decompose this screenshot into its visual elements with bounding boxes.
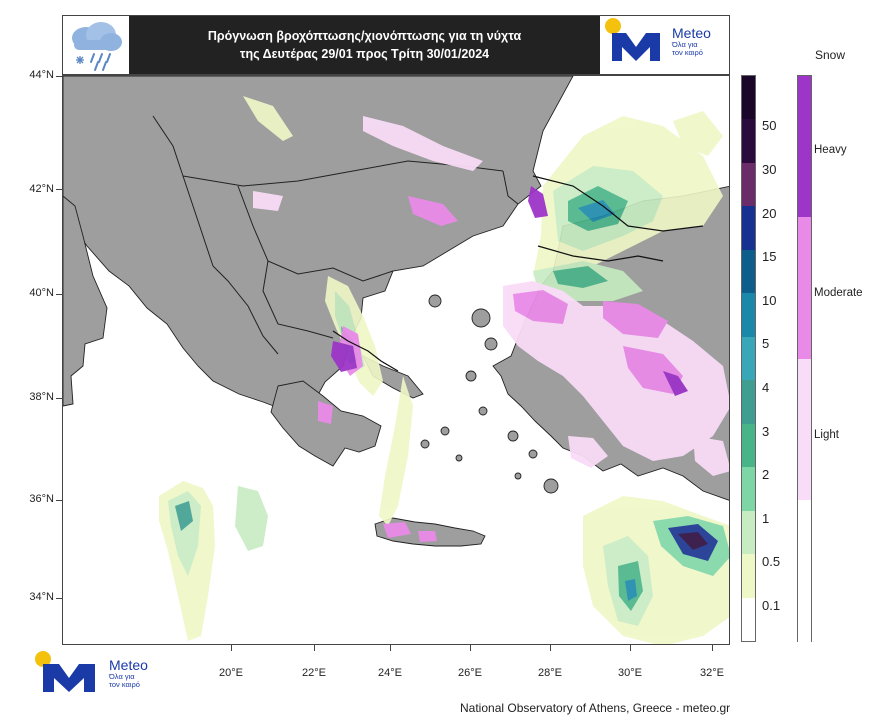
lon-label-32e: 32°E xyxy=(700,667,724,679)
lat-label-34n: 34°N xyxy=(29,591,54,603)
rain-legend-swatch xyxy=(742,467,755,512)
logo-tagline-1: Όλα για xyxy=(672,39,698,49)
rain-legend-swatch xyxy=(742,162,755,207)
rain-legend-label: 2 xyxy=(762,467,770,482)
logo-name: Meteo xyxy=(109,656,148,673)
meteo-logo-bottom[interactable]: Meteo Όλα για τον καιρό xyxy=(33,650,148,696)
lat-tick xyxy=(56,189,62,190)
rain-legend-swatch xyxy=(742,206,755,251)
forecast-title: Πρόγνωση βροχόπτωσης/χιονόπτωσης για τη … xyxy=(129,16,600,74)
lat-tick xyxy=(56,76,62,77)
lat-tick xyxy=(56,294,62,295)
rain-legend-swatch xyxy=(742,76,755,120)
rain-legend-swatch xyxy=(742,510,755,555)
lat-tick xyxy=(56,598,62,599)
snow-legend-heavy: Heavy xyxy=(814,144,847,156)
rain-legend-label: 30 xyxy=(762,162,777,177)
rain-legend-label: 5 xyxy=(762,336,770,351)
lon-label-20e: 20°E xyxy=(219,667,243,679)
lon-tick xyxy=(231,645,232,651)
lat-label-42n: 42°N xyxy=(29,183,54,195)
rain-legend-label: 0.1 xyxy=(762,598,781,613)
meteo-logo-top[interactable]: Meteo Όλα για τον καιρό xyxy=(604,17,711,65)
rain-legend-label: 1 xyxy=(762,511,770,526)
logo-name: Meteo xyxy=(672,24,711,41)
lon-tick xyxy=(550,645,551,651)
lon-tick xyxy=(712,645,713,651)
lon-label-26e: 26°E xyxy=(458,667,482,679)
rain-legend-swatch xyxy=(742,119,755,164)
rain-legend-label: 3 xyxy=(762,424,770,439)
lon-label-22e: 22°E xyxy=(302,667,326,679)
rain-legend-label: 4 xyxy=(762,380,770,395)
logo-tagline-2: τον καιρό xyxy=(109,679,140,689)
meteo-m-logo-icon xyxy=(35,651,95,692)
rain-legend-colorbar xyxy=(741,75,756,642)
rain-legend-label: 10 xyxy=(762,293,777,308)
lon-label-30e: 30°E xyxy=(618,667,642,679)
title-line-2: της Δευτέρας 29/01 προς Τρίτη 30/01/2024 xyxy=(239,47,490,61)
rain-legend-swatch xyxy=(742,249,755,294)
logo-tagline-2: τον καιρό xyxy=(672,47,703,57)
snow-legend-light: Light xyxy=(814,429,839,441)
snow-legend-title: Snow xyxy=(815,48,846,62)
lon-tick xyxy=(314,645,315,651)
snow-legend-swatch xyxy=(798,217,811,359)
rain-legend-swatch xyxy=(742,380,755,425)
lon-tick xyxy=(390,645,391,651)
rain-snow-cloud-icon xyxy=(64,18,126,72)
lat-label-40n: 40°N xyxy=(29,287,54,299)
rain-legend-swatch xyxy=(742,554,755,599)
rain-legend-swatch xyxy=(742,423,755,468)
lat-label-36n: 36°N xyxy=(29,493,54,505)
lat-label-38n: 38°N xyxy=(29,391,54,403)
rain-legend-label: 0.5 xyxy=(762,554,781,569)
lon-label-28e: 28°E xyxy=(538,667,562,679)
rain-legend-label: 20 xyxy=(762,206,777,221)
title-line-1: Πρόγνωση βροχόπτωσης/χιονόπτωσης για τη … xyxy=(207,29,522,43)
rain-legend-swatch xyxy=(742,336,755,381)
lon-tick xyxy=(630,645,631,651)
rain-layer xyxy=(159,96,729,644)
rain-legend-swatch xyxy=(742,597,755,642)
footer-credit: National Observatory of Athens, Greece -… xyxy=(460,701,731,715)
forecast-map xyxy=(62,75,730,645)
lat-tick xyxy=(56,398,62,399)
logo-tagline-1: Όλα για xyxy=(109,671,135,681)
lon-tick xyxy=(470,645,471,651)
rain-legend-label: 15 xyxy=(762,249,777,264)
lat-label-44n: 44°N xyxy=(29,69,54,81)
meteo-m-logo-icon xyxy=(605,18,660,61)
coastline-detail xyxy=(332,175,704,372)
snow-layer xyxy=(253,116,729,542)
snow-legend-moderate: Moderate xyxy=(814,287,863,299)
snow-legend-swatch xyxy=(798,358,811,501)
rain-legend-label: 50 xyxy=(762,118,777,133)
lat-tick xyxy=(56,500,62,501)
snow-legend-swatch xyxy=(798,76,811,218)
snow-legend-swatch xyxy=(798,499,811,642)
snow-legend-colorbar xyxy=(797,75,812,642)
rain-legend-swatch xyxy=(742,293,755,338)
lon-label-24e: 24°E xyxy=(378,667,402,679)
